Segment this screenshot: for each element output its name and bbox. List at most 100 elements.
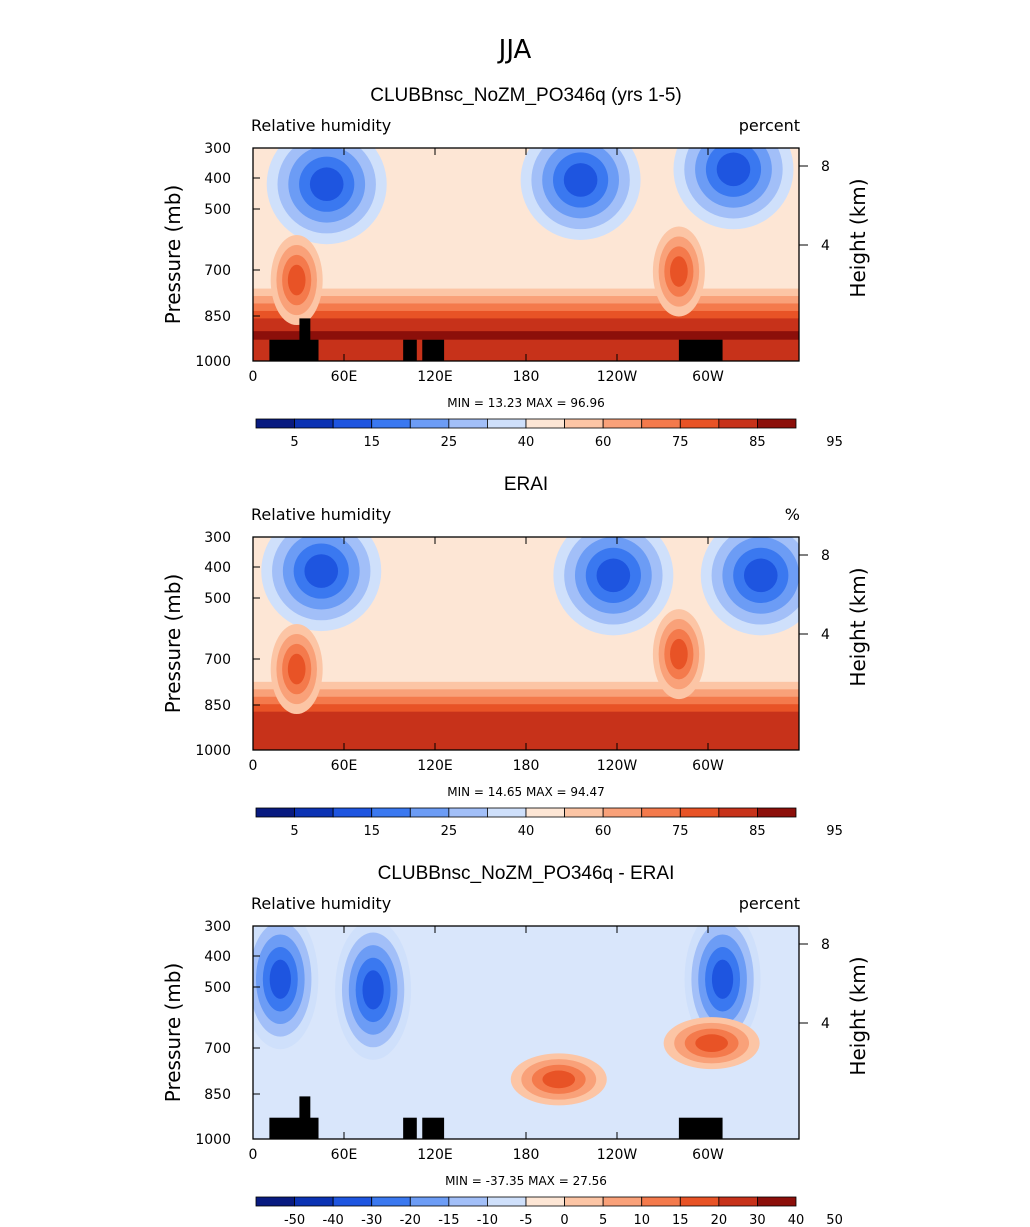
colorbar-swatch xyxy=(564,807,604,818)
colorbar-swatch xyxy=(255,418,295,429)
colorbar-label: -15 xyxy=(438,1213,459,1227)
panel-title: CLUBBnsc_NoZM_PO346q - ERAI xyxy=(378,863,675,884)
contour-blue xyxy=(596,558,631,593)
y-axis-title-right: Height (km) xyxy=(846,178,870,297)
colorbar-swatch xyxy=(487,807,527,818)
colorbar-label: 20 xyxy=(711,1213,728,1227)
panel-3: CLUBBnsc_NoZM_PO346q - ERAI Relative humi… xyxy=(161,863,870,1227)
colorbar-swatch xyxy=(525,807,565,818)
height-tick-label: 4 xyxy=(821,238,830,254)
x-tick-label: 60W xyxy=(692,1147,724,1163)
colorbar-swatch xyxy=(371,807,411,818)
colorbar-swatch xyxy=(448,807,488,818)
colorbar-swatch xyxy=(525,418,565,429)
colorbar-swatch xyxy=(294,1196,334,1207)
y-axis-title-right: Height (km) xyxy=(846,567,870,686)
colorbar-swatch xyxy=(641,807,681,818)
colorbar-label: -30 xyxy=(361,1213,382,1227)
colorbar-swatch xyxy=(641,418,681,429)
colorbar-swatch xyxy=(525,1196,565,1207)
colorbar: 5 15 25 40 60 75 85 95 xyxy=(255,418,843,450)
x-tick-label: 180 xyxy=(513,758,540,774)
contour-orange xyxy=(670,638,688,670)
colorbar-swatch xyxy=(602,1196,643,1207)
y-tick-label: 500 xyxy=(204,202,231,218)
colorbar-swatch xyxy=(679,807,720,818)
colorbar-swatch xyxy=(718,807,758,818)
y-tick-label: 850 xyxy=(204,1087,231,1103)
height-tick-label: 8 xyxy=(821,159,830,175)
terrain-block xyxy=(269,339,319,361)
x-tick-label: 60E xyxy=(331,758,358,774)
colorbar-label: 10 xyxy=(633,1213,650,1227)
contour-orange xyxy=(287,264,306,296)
terrain-block xyxy=(403,1117,417,1139)
colorbar-swatch xyxy=(602,807,643,818)
y-tick-label: 400 xyxy=(204,560,231,576)
colorbar-swatch xyxy=(294,807,334,818)
colorbar: -50 -40 -30 -20 -15 -10 -5 0 5 10 15 20 30 40 50 xyxy=(255,1196,843,1227)
terrain-block xyxy=(422,1117,445,1139)
panel-1: CLUBBnsc_NoZM_PO346q (yrs 1-5) Relative h… xyxy=(161,85,870,450)
contour-orange xyxy=(542,1070,576,1089)
x-tick-label: 60E xyxy=(331,369,358,385)
colorbar-swatch xyxy=(487,1196,527,1207)
contour-field xyxy=(253,926,799,1139)
min-max-stats: MIN = 13.23 MAX = 96.96 xyxy=(447,396,605,410)
colorbar-swatch xyxy=(602,418,643,429)
y-tick-label: 400 xyxy=(204,949,231,965)
contour-orange xyxy=(287,653,306,685)
colorbar-swatch xyxy=(757,418,797,429)
colorbar-label: 85 xyxy=(749,435,766,450)
colorbar-label: 95 xyxy=(826,824,843,839)
colorbar-swatch xyxy=(371,418,411,429)
colorbar-swatch xyxy=(255,807,295,818)
contour-blue xyxy=(269,959,291,999)
colorbar: 5 15 25 40 60 75 85 95 xyxy=(255,807,843,839)
colorbar-swatch xyxy=(718,418,758,429)
variable-label: Relative humidity xyxy=(251,116,391,135)
units-label: % xyxy=(785,505,800,524)
x-tick-label: 60E xyxy=(331,1147,358,1163)
y-tick-label: 1000 xyxy=(195,1132,231,1148)
y-tick-label: 700 xyxy=(204,263,231,279)
contour-orange xyxy=(670,256,688,287)
colorbar-label: 5 xyxy=(599,1213,607,1227)
units-label: percent xyxy=(739,894,800,913)
colorbar-label: -5 xyxy=(520,1213,533,1227)
colorbar-label: 0 xyxy=(560,1213,568,1227)
terrain-peak xyxy=(299,318,311,361)
terrain-peak xyxy=(299,1096,311,1139)
colorbar-label: 40 xyxy=(788,1213,805,1227)
x-tick-label: 180 xyxy=(513,1147,540,1163)
contour-field xyxy=(253,537,799,750)
panel-title: ERAI xyxy=(504,474,548,495)
colorbar-label: 75 xyxy=(672,824,689,839)
x-tick-label: 60W xyxy=(692,369,724,385)
height-tick-label: 8 xyxy=(821,548,830,564)
variable-label: Relative humidity xyxy=(251,505,391,524)
min-max-stats: MIN = 14.65 MAX = 94.47 xyxy=(447,785,605,799)
colorbar-label: 25 xyxy=(441,435,458,450)
contour-blue xyxy=(563,163,598,197)
y-axis-title: Pressure (mb) xyxy=(161,963,185,1103)
y-tick-label: 700 xyxy=(204,652,231,668)
colorbar-swatch xyxy=(448,1196,488,1207)
colorbar-label: 75 xyxy=(672,435,689,450)
terrain-block xyxy=(422,339,445,361)
colorbar-swatch xyxy=(718,1196,758,1207)
colorbar-swatch xyxy=(448,418,488,429)
contour-band xyxy=(253,331,799,340)
contour-blue xyxy=(743,558,778,593)
y-tick-label: 700 xyxy=(204,1041,231,1057)
x-tick-label: 0 xyxy=(249,1147,258,1163)
x-tick-label: 120W xyxy=(597,369,638,385)
colorbar-swatch xyxy=(409,1196,450,1207)
colorbar-label: -20 xyxy=(400,1213,421,1227)
colorbar-label: 60 xyxy=(595,824,612,839)
y-tick-label: 850 xyxy=(204,698,231,714)
panel-title: CLUBBnsc_NoZM_PO346q (yrs 1-5) xyxy=(370,85,682,106)
terrain-block xyxy=(678,339,723,361)
